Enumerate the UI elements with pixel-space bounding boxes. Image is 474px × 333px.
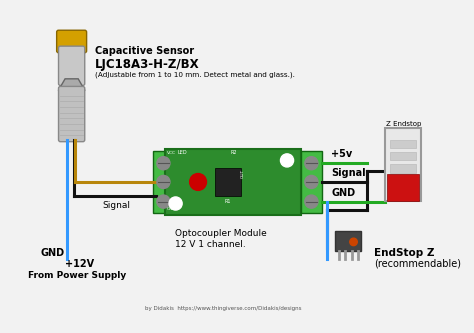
Text: Capacitive Sensor: Capacitive Sensor — [95, 46, 194, 56]
Text: R2: R2 — [231, 150, 237, 155]
Text: Connector: Connector — [386, 129, 422, 135]
FancyBboxPatch shape — [58, 46, 85, 86]
Bar — [390, 140, 416, 148]
Text: (recommendable): (recommendable) — [374, 259, 461, 269]
Text: EndStop Z: EndStop Z — [374, 247, 435, 257]
Bar — [387, 174, 419, 201]
Circle shape — [305, 157, 318, 170]
Circle shape — [190, 173, 207, 190]
Text: LJC18A3-H-Z/BX: LJC18A3-H-Z/BX — [95, 58, 200, 71]
Text: Optocoupler Module: Optocoupler Module — [174, 229, 266, 238]
Circle shape — [305, 195, 318, 208]
Text: VCC: VCC — [167, 151, 176, 155]
Text: 12 V 1 channel.: 12 V 1 channel. — [174, 240, 246, 249]
Bar — [153, 151, 173, 213]
Text: Signal: Signal — [103, 201, 131, 210]
Circle shape — [157, 157, 170, 170]
Circle shape — [157, 175, 170, 188]
Text: GND: GND — [41, 247, 65, 257]
Text: LED: LED — [177, 150, 187, 155]
Text: GND: GND — [331, 188, 355, 198]
Bar — [165, 149, 301, 215]
Text: Signal: Signal — [331, 168, 365, 178]
Bar — [390, 152, 416, 161]
Circle shape — [350, 238, 357, 246]
Text: (Adjustable from 1 to 10 mm. Detect metal and glass.).: (Adjustable from 1 to 10 mm. Detect meta… — [95, 72, 295, 78]
Bar — [215, 168, 241, 196]
Text: From Power Supply: From Power Supply — [27, 271, 126, 280]
Text: R1: R1 — [224, 199, 231, 204]
Text: Z Endstop: Z Endstop — [386, 121, 422, 127]
Text: +12V: +12V — [65, 259, 94, 269]
Text: GND: GND — [167, 207, 177, 211]
Text: by Didakis  https://www.thingiverse.com/Didakis/designs: by Didakis https://www.thingiverse.com/D… — [145, 306, 301, 311]
Text: +5v: +5v — [331, 150, 352, 160]
Circle shape — [305, 175, 318, 188]
Circle shape — [169, 197, 182, 210]
Bar — [390, 164, 416, 172]
Text: OUT: OUT — [241, 169, 245, 178]
Circle shape — [281, 154, 293, 167]
FancyBboxPatch shape — [58, 87, 85, 142]
Circle shape — [157, 195, 170, 208]
Bar — [301, 151, 322, 213]
Bar — [385, 128, 421, 201]
Bar — [335, 231, 361, 251]
FancyBboxPatch shape — [57, 30, 87, 53]
